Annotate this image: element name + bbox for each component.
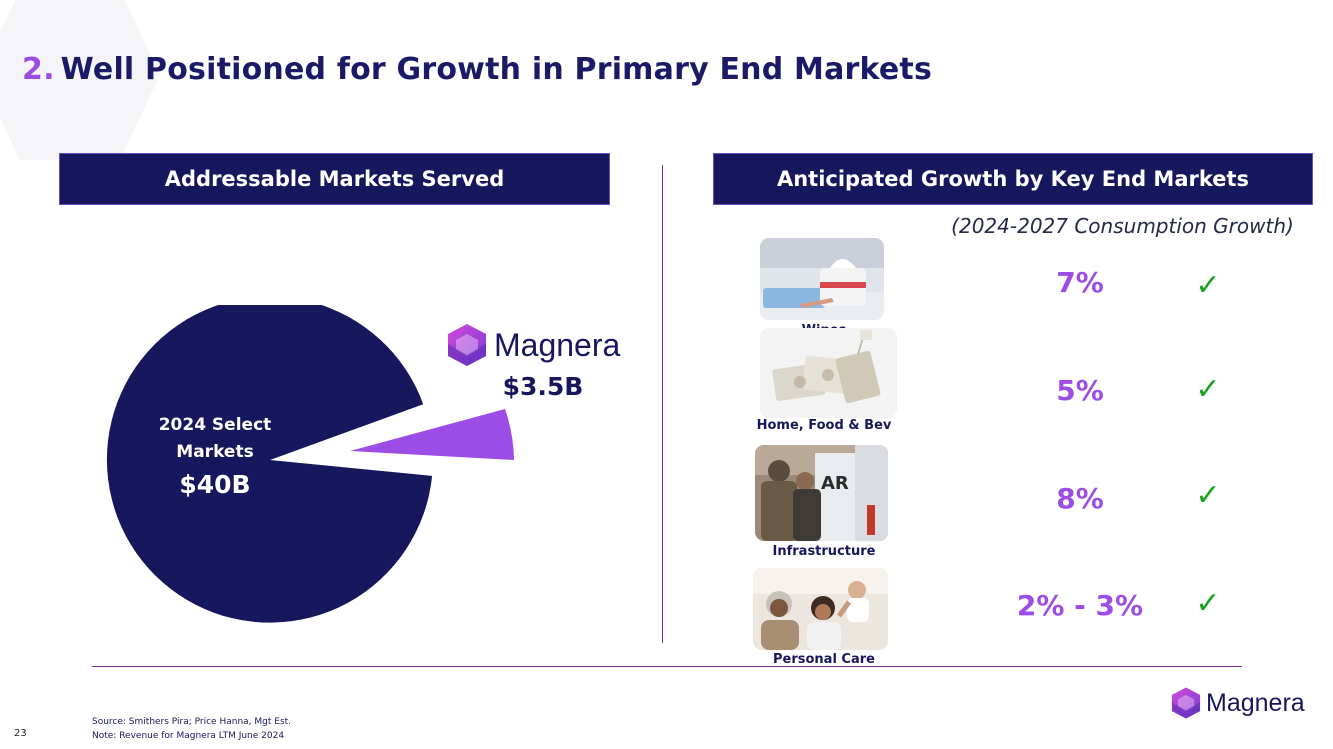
footnote-note: Note: Revenue for Magnera LTM June 2024 <box>92 731 285 741</box>
slide-title-text: Well Positioned for Growth in Primary En… <box>60 52 933 87</box>
pie-main-label: 2024 Select Markets <box>158 415 272 462</box>
svg-text:AR: AR <box>821 473 849 494</box>
magnera-logo-text: Magnera <box>494 326 621 363</box>
checkmark-icon: ✓ <box>1195 586 1221 621</box>
footnote-source: Source: Smithers Pira; Price Hanna, Mgt … <box>92 717 292 727</box>
checkmark-icon: ✓ <box>1195 372 1221 407</box>
home-food-bev-image <box>760 328 897 418</box>
pie-slice-select-markets <box>106 305 433 623</box>
magnera-logo-icon <box>448 324 486 366</box>
checkmark-icon: ✓ <box>1195 478 1221 513</box>
pie-slice-magnera <box>350 409 514 460</box>
horizontal-divider <box>92 666 1242 667</box>
market-label-personal-care: Personal Care <box>773 652 875 667</box>
wipes-image <box>760 238 884 320</box>
vertical-divider <box>662 165 663 643</box>
magnera-logo-text: Magnera <box>1206 688 1305 717</box>
growth-value-infrastructure: 8% <box>1056 482 1104 515</box>
growth-value-personal-care: 2% - 3% <box>1016 589 1144 622</box>
growth-value-wipes: 7% <box>1056 266 1104 299</box>
infrastructure-image: AR <box>755 445 888 541</box>
magnera-logo-footer: Magnera <box>1170 686 1305 720</box>
checkmark-icon: ✓ <box>1195 268 1221 303</box>
market-label-infrastructure: Infrastructure <box>772 544 876 559</box>
background-hexagon-decoration <box>0 0 160 160</box>
anticipated-growth-header: Anticipated Growth by Key End Markets <box>713 153 1313 205</box>
addressable-markets-header: Addressable Markets Served <box>59 153 610 205</box>
growth-subtitle: (2024-2027 Consumption Growth) <box>951 214 1294 238</box>
magnera-slice-value: $3.5B <box>502 372 584 401</box>
growth-value-home-food-bev: 5% <box>1056 374 1104 407</box>
pie-main-value: $40B <box>179 470 251 499</box>
market-label-home-food-bev: Home, Food & Bev <box>756 418 892 433</box>
slide-title: 2. Well Positioned for Growth in Primary … <box>22 52 932 87</box>
slide-title-number: 2. <box>22 52 55 87</box>
magnera-logo-icon <box>1171 687 1201 719</box>
page-number: 23 <box>14 728 27 739</box>
addressable-markets-pie-chart <box>106 305 514 623</box>
magnera-logo-chart: Magnera <box>446 322 620 368</box>
personal-care-image <box>753 568 888 650</box>
